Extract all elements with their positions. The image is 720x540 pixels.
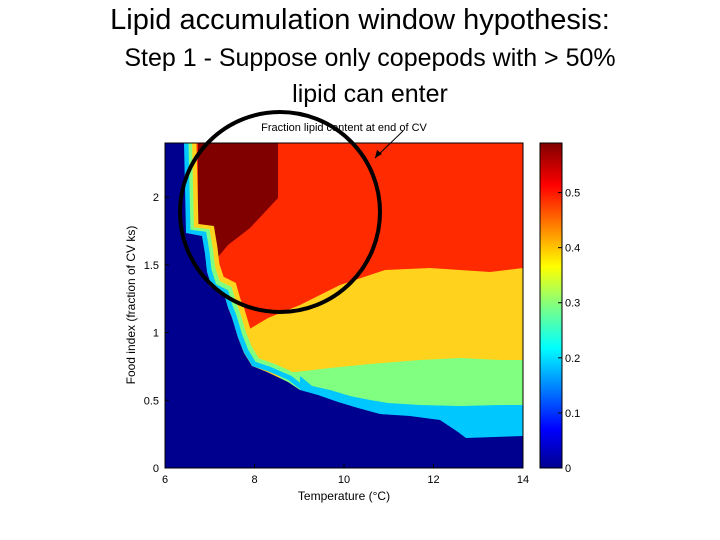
y-axis-ticks: 0 0.5 1 1.5 2 bbox=[144, 192, 169, 475]
highlight-circle bbox=[178, 110, 382, 314]
contour-edge-yellow bbox=[187, 142, 293, 374]
contour-edge-green bbox=[186, 142, 292, 377]
contour-darkblue-region bbox=[165, 143, 523, 468]
x-axis-ticks: 6 8 10 12 14 bbox=[162, 464, 529, 486]
plot-title: Fraction lipid content at end of CV bbox=[261, 122, 427, 134]
y-tick-label: 0 bbox=[153, 463, 159, 475]
contour-plot-area bbox=[164, 142, 524, 469]
colorbar-tick-label: 0.2 bbox=[565, 353, 580, 365]
x-tick-label: 14 bbox=[517, 474, 529, 486]
colorbar-ticks: 0 0.1 0.2 0.3 0.4 0.5 bbox=[558, 188, 580, 475]
colorbar-tick-label: 0 bbox=[565, 463, 571, 475]
colorbar-tick-label: 0.5 bbox=[565, 188, 580, 200]
slide-subtitle-line-2: lipid can enter bbox=[292, 80, 448, 108]
x-tick-label: 10 bbox=[338, 474, 350, 486]
colorbar bbox=[539, 142, 563, 469]
y-tick-label: 1 bbox=[153, 328, 159, 340]
colorbar-tick-label: 0.1 bbox=[565, 408, 580, 420]
contour-edge-cyan bbox=[183, 142, 524, 433]
x-tick-label: 8 bbox=[251, 474, 257, 486]
contour-darkred-band bbox=[198, 143, 278, 257]
x-tick-label: 12 bbox=[427, 474, 439, 486]
x-axis-label: Temperature (°C) bbox=[298, 489, 390, 503]
y-tick-label: 2 bbox=[153, 192, 159, 204]
y-axis-label: Food index (fraction of CV ks) bbox=[124, 226, 138, 385]
annotation-arrowhead bbox=[375, 150, 382, 158]
y-tick-label: 1.5 bbox=[144, 260, 159, 272]
slide-subtitle: Step 1 - Suppose only copepods with > 50… bbox=[60, 40, 680, 112]
x-tick-label: 6 bbox=[162, 474, 168, 486]
y-tick-label: 0.5 bbox=[144, 395, 159, 407]
slide-subtitle-line-1: Step 1 - Suppose only copepods with > 50… bbox=[124, 44, 616, 72]
colorbar-tick-label: 0.3 bbox=[565, 298, 580, 310]
slide-title: Lipid accumulation window hypothesis: bbox=[110, 4, 610, 36]
colorbar-tick-label: 0.4 bbox=[565, 243, 580, 255]
